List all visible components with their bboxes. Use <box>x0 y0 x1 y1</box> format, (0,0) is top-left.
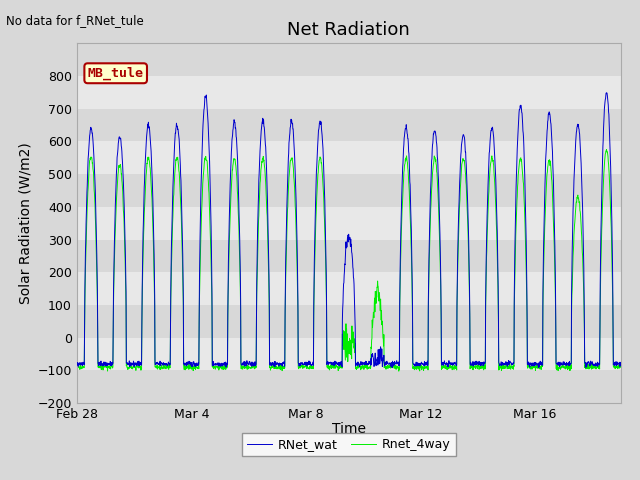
RNet_wat <box>92 200 99 205</box>
RNet_wat <box>607 153 614 158</box>
RNet_wat <box>617 360 625 365</box>
RNet_wat <box>534 365 542 371</box>
Rnet_4way <box>524 364 531 370</box>
Text: No data for f_RNet_tule: No data for f_RNet_tule <box>6 14 144 27</box>
Line: RNet_wat: RNet_wat <box>77 93 621 368</box>
Rnet_4way <box>603 147 611 153</box>
RNet_wat <box>73 363 81 369</box>
Bar <box>77 272 621 305</box>
Y-axis label: Solar Radiation (W/m2): Solar Radiation (W/m2) <box>18 143 32 304</box>
RNet_wat <box>324 359 332 364</box>
X-axis label: Time: Time <box>332 422 366 436</box>
Bar <box>77 108 621 142</box>
Title: Net Radiation: Net Radiation <box>287 21 410 39</box>
Bar <box>77 76 621 108</box>
RNet_wat <box>603 90 611 96</box>
Bar <box>77 43 621 76</box>
Line: Rnet_4way: Rnet_4way <box>77 150 621 371</box>
Bar <box>77 305 621 338</box>
Rnet_4way <box>73 366 81 372</box>
Legend: RNet_wat, Rnet_4way: RNet_wat, Rnet_4way <box>242 433 456 456</box>
Bar <box>77 142 621 174</box>
RNet_wat <box>213 362 221 368</box>
Bar <box>77 371 621 403</box>
Bar <box>77 338 621 371</box>
Rnet_4way <box>617 363 625 369</box>
Rnet_4way <box>395 368 403 374</box>
Rnet_4way <box>380 332 388 337</box>
Text: MB_tule: MB_tule <box>88 67 144 80</box>
Rnet_4way <box>324 362 332 368</box>
Bar <box>77 207 621 240</box>
RNet_wat <box>524 315 531 321</box>
Bar <box>77 240 621 272</box>
Rnet_4way <box>213 364 221 370</box>
Rnet_4way <box>607 199 614 205</box>
Rnet_4way <box>92 221 99 227</box>
RNet_wat <box>380 352 388 358</box>
Bar <box>77 174 621 207</box>
